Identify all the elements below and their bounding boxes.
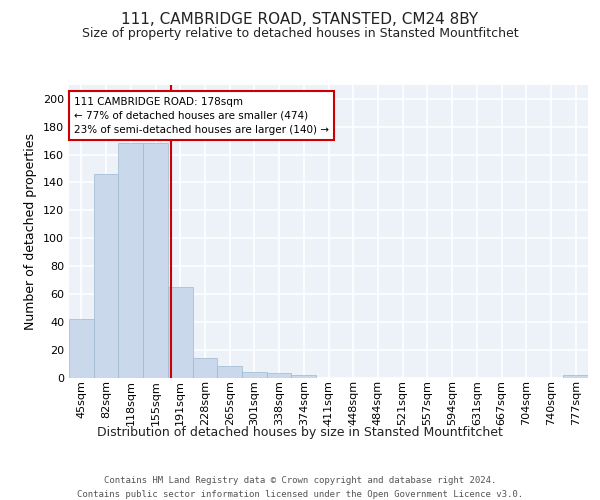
Bar: [69, 319, 94, 378]
Text: 111 CAMBRIDGE ROAD: 178sqm
← 77% of detached houses are smaller (474)
23% of sem: 111 CAMBRIDGE ROAD: 178sqm ← 77% of deta…: [74, 96, 329, 134]
Bar: [242, 372, 267, 378]
Bar: [267, 374, 292, 378]
Y-axis label: Number of detached properties: Number of detached properties: [25, 132, 37, 330]
Text: Distribution of detached houses by size in Stansted Mountfitchet: Distribution of detached houses by size …: [97, 426, 503, 439]
Bar: [217, 366, 242, 378]
Bar: [94, 174, 118, 378]
Bar: [143, 144, 168, 378]
Text: Size of property relative to detached houses in Stansted Mountfitchet: Size of property relative to detached ho…: [82, 28, 518, 40]
Bar: [292, 374, 316, 378]
Text: Contains HM Land Registry data © Crown copyright and database right 2024.
Contai: Contains HM Land Registry data © Crown c…: [77, 476, 523, 498]
Bar: [193, 358, 217, 378]
Bar: [563, 374, 588, 378]
Bar: [118, 144, 143, 378]
Bar: [168, 287, 193, 378]
Text: 111, CAMBRIDGE ROAD, STANSTED, CM24 8BY: 111, CAMBRIDGE ROAD, STANSTED, CM24 8BY: [121, 12, 479, 28]
